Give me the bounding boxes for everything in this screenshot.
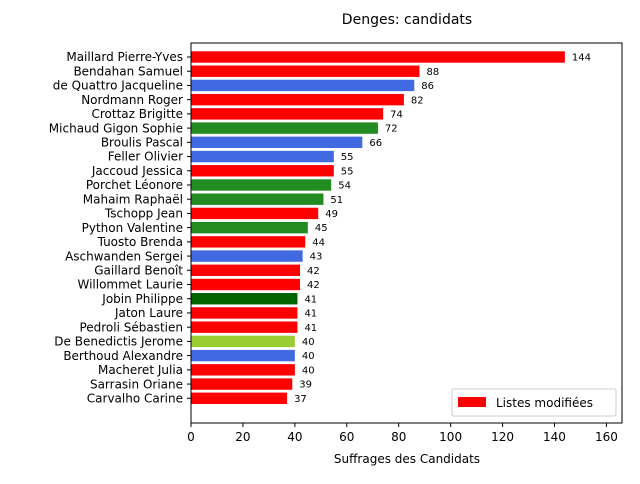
- value-label: 41: [304, 323, 317, 334]
- value-label: 144: [572, 53, 591, 64]
- x-tick-label: 160: [595, 430, 618, 444]
- category-label: de Quattro Jacqueline: [53, 79, 183, 93]
- value-label: 72: [385, 124, 398, 135]
- x-tick-label: 80: [391, 430, 406, 444]
- value-label: 44: [312, 237, 325, 248]
- category-label: Mahaim Raphaël: [83, 192, 183, 206]
- legend-swatch: [458, 397, 486, 407]
- x-tick-label: 20: [235, 430, 250, 444]
- category-label: Jaccoud Jessica: [91, 164, 183, 178]
- x-axis-label: Suffrages des Candidats: [334, 452, 480, 466]
- category-label: Macheret Julia: [98, 363, 183, 377]
- value-label: 54: [338, 181, 351, 192]
- bar: [191, 136, 363, 149]
- bar: [191, 122, 378, 134]
- value-label: 40: [302, 351, 315, 362]
- bar: [191, 79, 415, 92]
- value-label: 66: [369, 138, 382, 149]
- value-label: 82: [411, 95, 424, 106]
- value-label: 55: [341, 152, 354, 163]
- bar: [191, 108, 384, 120]
- x-tick-label: 140: [543, 430, 566, 444]
- x-axis-ticks-group: 0 20 40 60 80 100 120 140 160: [187, 56, 618, 444]
- category-label: Feller Olivier: [108, 150, 183, 164]
- bar: [191, 321, 298, 333]
- bar: [191, 179, 332, 191]
- bar: [191, 236, 306, 248]
- category-label: Nordmann Roger: [81, 93, 183, 107]
- value-label: 49: [325, 209, 338, 220]
- category-label: Jaton Laure: [114, 306, 183, 320]
- bar: [191, 150, 334, 163]
- category-label: De Benedictis Jerome: [54, 335, 183, 349]
- category-label: Maillard Pierre-Yves: [66, 50, 183, 64]
- bar: [191, 193, 324, 205]
- x-tick-label: 120: [491, 430, 514, 444]
- category-label: Tuosto Brenda: [97, 235, 183, 249]
- category-label: Willommet Laurie: [77, 278, 183, 292]
- value-label: 51: [330, 195, 343, 206]
- bar: [191, 264, 301, 276]
- category-label: Pedroli Sébastien: [79, 320, 183, 334]
- bar: [191, 65, 420, 77]
- value-label: 41: [304, 309, 317, 320]
- bar: [191, 349, 295, 362]
- bar: [191, 221, 308, 234]
- x-tick-label: 60: [339, 430, 354, 444]
- bar: [191, 93, 404, 106]
- category-label: Michaud Gigon Sophie: [49, 121, 183, 135]
- bar: [191, 250, 303, 262]
- category-label: Broulis Pascal: [101, 136, 183, 150]
- category-label: Bendahan Samuel: [73, 64, 183, 78]
- chart-title: Denges: candidats: [342, 12, 472, 28]
- category-label: Berthoud Alexandre: [63, 349, 183, 363]
- legend: Listes modifiées: [451, 388, 617, 417]
- plot-border: [190, 42, 623, 424]
- bar: [191, 335, 295, 348]
- category-label: Python Valentine: [82, 221, 183, 235]
- bar: [191, 392, 288, 404]
- bar: [191, 51, 565, 63]
- bar: [191, 307, 298, 319]
- value-label: 42: [307, 266, 320, 277]
- bar: [191, 293, 298, 305]
- value-label: 45: [315, 223, 328, 234]
- x-tick-label: 0: [187, 430, 195, 444]
- value-label: 40: [302, 337, 315, 348]
- bars-group: [191, 51, 565, 404]
- value-label: 40: [302, 365, 315, 376]
- category-label: Aschwanden Sergei: [65, 249, 183, 263]
- value-label: 43: [310, 252, 323, 263]
- value-label: 42: [307, 280, 320, 291]
- bar: [191, 278, 301, 291]
- category-label: Sarrasin Oriane: [90, 377, 183, 391]
- value-label: 55: [341, 166, 354, 177]
- category-label: Tschopp Jean: [104, 207, 183, 221]
- value-label: 88: [426, 67, 439, 78]
- value-label: 39: [299, 380, 312, 391]
- bar: [191, 165, 334, 177]
- category-label: Gaillard Benoît: [94, 264, 183, 278]
- category-label: Jobin Philippe: [101, 292, 183, 306]
- category-label: Porchet Léonore: [86, 178, 183, 192]
- legend-entry-label: Listes modifiées: [496, 396, 593, 410]
- category-label: Crottaz Brigitte: [91, 107, 183, 121]
- legend-frame: [451, 388, 617, 417]
- value-label: 86: [421, 81, 434, 92]
- value-label: 41: [304, 294, 317, 305]
- bar: [191, 378, 293, 390]
- value-label: 74: [390, 109, 403, 120]
- bar: [191, 364, 295, 376]
- plot-frame: [190, 42, 623, 424]
- x-tick-label: 100: [439, 430, 462, 444]
- value-label: 37: [294, 394, 307, 405]
- x-tick-label: 40: [287, 430, 302, 444]
- bar: [191, 207, 319, 220]
- category-label: Carvalho Carine: [87, 391, 183, 405]
